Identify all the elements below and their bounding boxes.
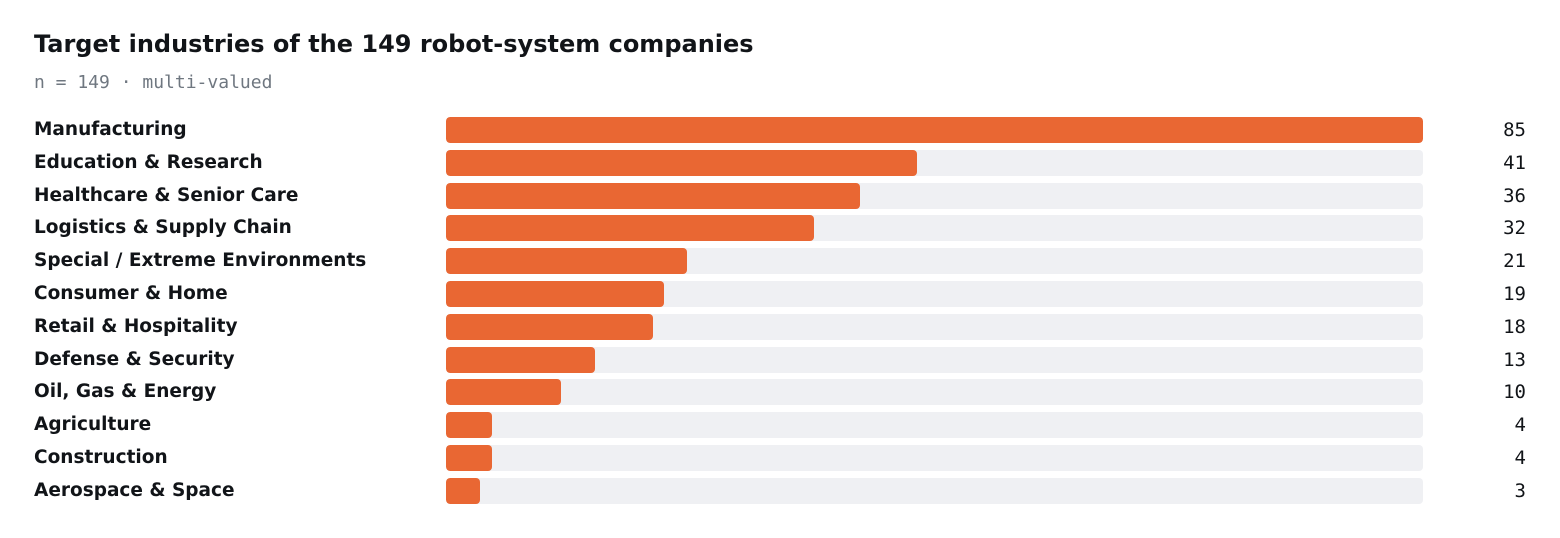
bar-track [446,215,1423,242]
bar-track [446,149,1423,176]
value-label: 85 [1503,119,1526,141]
value-label: 3 [1514,479,1526,502]
category-label: Aerospace & Space [34,479,235,501]
value-label: 21 [1503,250,1526,273]
category-label: Defense & Security [34,348,235,370]
category-label: Oil, Gas & Energy [34,381,217,403]
value-label: 4 [1514,414,1526,437]
chart-subtitle: n = 149 · multi-valued [34,72,273,93]
bar [446,346,596,373]
bar [446,412,492,439]
bar [446,182,860,209]
bar-track [446,379,1423,406]
bar-track [446,248,1423,275]
bar-row: Manufacturing 85 [0,116,1560,144]
category-label: Education & Research [34,151,263,173]
bar-row: Oil, Gas & Energy 10 [0,378,1560,406]
bar-track [446,346,1423,373]
bar [446,117,1423,143]
bar [446,313,653,340]
bar [446,149,918,176]
bar-row: Healthcare & Senior Care 36 [0,182,1560,210]
bar-row: Construction 4 [0,444,1560,472]
category-label: Manufacturing [34,119,187,140]
category-label: Consumer & Home [34,283,228,304]
bar-track [446,445,1423,471]
value-label: 32 [1503,217,1526,240]
category-label: Agriculture [34,414,152,436]
category-label: Retail & Hospitality [34,315,238,337]
category-label: Construction [34,447,168,468]
bar [446,477,481,504]
bar-track [446,117,1423,143]
bar-track [446,477,1423,504]
value-label: 13 [1503,348,1526,371]
bar-track [446,182,1423,209]
value-label: 36 [1503,184,1526,207]
bar-row: Special / Extreme Environments 21 [0,247,1560,275]
bar [446,445,492,471]
bar-row: Aerospace & Space 3 [0,477,1560,505]
bar-track [446,412,1423,439]
value-label: 4 [1514,447,1526,469]
bar-row: Logistics & Supply Chain 32 [0,214,1560,242]
bar-track [446,281,1423,307]
bar [446,281,665,307]
category-label: Special / Extreme Environments [34,250,367,272]
bar-row: Education & Research 41 [0,149,1560,177]
bar [446,379,561,406]
bar-track [446,313,1423,340]
bar-row: Retail & Hospitality 18 [0,313,1560,341]
bar-row: Consumer & Home 19 [0,280,1560,308]
chart-title: Target industries of the 149 robot-syste… [34,30,754,58]
category-label: Logistics & Supply Chain [34,217,292,239]
value-label: 18 [1503,315,1526,338]
bar [446,248,688,275]
value-label: 41 [1503,151,1526,174]
bar-row: Agriculture 4 [0,411,1560,439]
category-label: Healthcare & Senior Care [34,184,299,206]
value-label: 10 [1503,381,1526,404]
bar [446,215,814,242]
value-label: 19 [1503,283,1526,305]
bar-row: Defense & Security 13 [0,346,1560,374]
